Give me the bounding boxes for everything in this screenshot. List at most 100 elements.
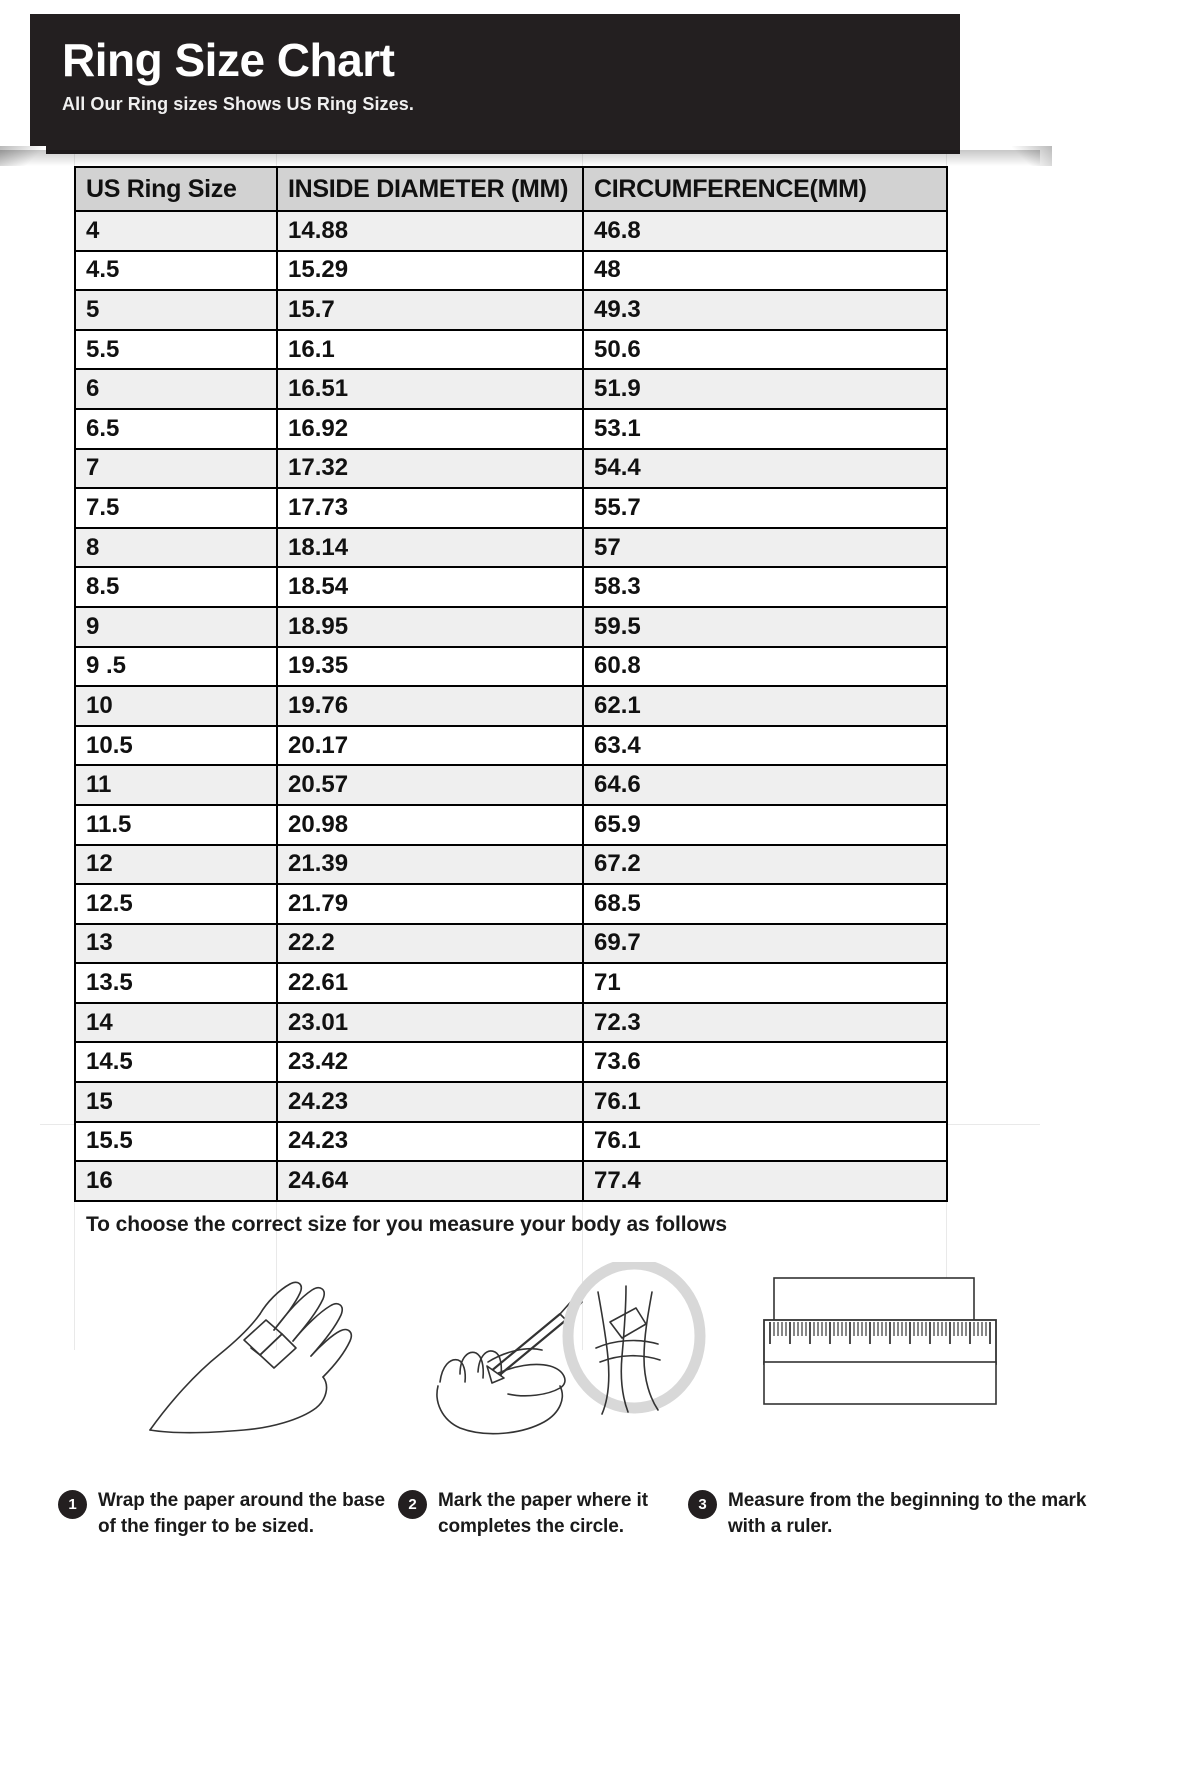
step-text: Wrap the paper around the base of the fi… — [98, 1490, 385, 1538]
cell-us-ring-size: 10 — [74, 685, 278, 727]
column-header-inside-diameter: INSIDE DIAMETER (MM) — [276, 166, 584, 212]
cell-inside-diameter: 22.61 — [276, 962, 584, 1004]
table-row: 6.5 16.92 53.1 — [74, 407, 948, 450]
step-item: 2 Mark the paper where it completes the … — [398, 1488, 688, 1540]
cell-circumference: 69.7 — [582, 922, 948, 965]
table-row: 14 23.01 72.3 — [74, 1001, 948, 1044]
cell-us-ring-size: 4.5 — [74, 249, 278, 292]
cell-us-ring-size: 8.5 — [74, 566, 278, 608]
cell-inside-diameter: 18.14 — [276, 526, 584, 569]
cell-circumference: 57 — [582, 526, 948, 569]
cell-inside-diameter: 14.88 — [276, 210, 584, 252]
cell-inside-diameter: 17.73 — [276, 487, 584, 529]
table-row: 9 18.95 59.5 — [74, 605, 948, 648]
cell-circumference: 68.5 — [582, 883, 948, 925]
cell-inside-diameter: 23.01 — [276, 1001, 584, 1044]
ring-size-table-container: US Ring Size INSIDE DIAMETER (MM) CIRCUM… — [74, 166, 948, 1202]
table-row: 13 22.2 69.7 — [74, 922, 948, 965]
cell-us-ring-size: 5 — [74, 289, 278, 331]
cell-inside-diameter: 23.42 — [276, 1041, 584, 1084]
cell-circumference: 58.3 — [582, 566, 948, 608]
cell-inside-diameter: 17.32 — [276, 447, 584, 490]
table-row: 8 18.14 57 — [74, 526, 948, 569]
cell-circumference: 49.3 — [582, 289, 948, 331]
cell-us-ring-size: 15 — [74, 1081, 278, 1123]
table-row: 13.5 22.61 71 — [74, 962, 948, 1004]
cell-circumference: 63.4 — [582, 724, 948, 767]
cell-us-ring-size: 14.5 — [74, 1041, 278, 1084]
column-header-circumference: CIRCUMFERENCE(MM) — [582, 166, 948, 212]
header-banner: Ring Size Chart All Our Ring sizes Shows… — [30, 14, 960, 154]
step-number-badge: 1 — [58, 1490, 87, 1519]
step-text: Mark the paper where it completes the ci… — [438, 1490, 648, 1538]
steps-row: 1 Wrap the paper around the base of the … — [58, 1488, 1088, 1540]
page-title: Ring Size Chart — [62, 34, 395, 86]
cell-circumference: 51.9 — [582, 368, 948, 410]
table-row: 7.5 17.73 55.7 — [74, 487, 948, 529]
table-row: 10.5 20.17 63.4 — [74, 724, 948, 767]
cell-us-ring-size: 8 — [74, 526, 278, 569]
hand-with-paper-strip-illustration — [140, 1262, 400, 1442]
cell-circumference: 67.2 — [582, 843, 948, 886]
cell-inside-diameter: 18.95 — [276, 605, 584, 648]
paper-edge-left — [0, 146, 46, 166]
cell-circumference: 55.7 — [582, 487, 948, 529]
table-row: 8.5 18.54 58.3 — [74, 566, 948, 608]
cell-us-ring-size: 14 — [74, 1001, 278, 1044]
cell-us-ring-size: 13 — [74, 922, 278, 965]
cell-inside-diameter: 22.2 — [276, 922, 584, 965]
cell-inside-diameter: 18.54 — [276, 566, 584, 608]
cell-circumference: 77.4 — [582, 1160, 948, 1202]
step-text: Measure from the beginning to the mark w… — [728, 1490, 1087, 1538]
table-row: 6 16.51 51.9 — [74, 368, 948, 410]
cell-us-ring-size: 7.5 — [74, 487, 278, 529]
table-row: 5 15.7 49.3 — [74, 289, 948, 331]
cell-inside-diameter: 15.29 — [276, 249, 584, 292]
step-item: 3 Measure from the beginning to the mark… — [688, 1488, 1088, 1540]
step-number-badge: 3 — [688, 1490, 717, 1519]
cell-circumference: 76.1 — [582, 1081, 948, 1123]
table-row: 9 .5 19.35 60.8 — [74, 645, 948, 688]
cell-us-ring-size: 10.5 — [74, 724, 278, 767]
table-row: 15.5 24.23 76.1 — [74, 1120, 948, 1163]
cell-inside-diameter: 21.39 — [276, 843, 584, 886]
cell-us-ring-size: 11.5 — [74, 803, 278, 846]
table-row: 12 21.39 67.2 — [74, 843, 948, 886]
cell-circumference: 50.6 — [582, 328, 948, 371]
cell-us-ring-size: 4 — [74, 210, 278, 252]
cell-us-ring-size: 16 — [74, 1160, 278, 1202]
hand-marking-paper-with-pencil-illustration — [430, 1258, 730, 1442]
cell-inside-diameter: 21.79 — [276, 883, 584, 925]
cell-circumference: 48 — [582, 249, 948, 292]
cell-us-ring-size: 5.5 — [74, 328, 278, 371]
cell-inside-diameter: 24.23 — [276, 1120, 584, 1163]
cell-circumference: 54.4 — [582, 447, 948, 490]
cell-us-ring-size: 12.5 — [74, 883, 278, 925]
cell-circumference: 59.5 — [582, 605, 948, 648]
cell-circumference: 73.6 — [582, 1041, 948, 1084]
cell-us-ring-size: 6 — [74, 368, 278, 410]
table-row: 11 20.57 64.6 — [74, 764, 948, 806]
cell-us-ring-size: 6.5 — [74, 407, 278, 450]
table-header-row: US Ring Size INSIDE DIAMETER (MM) CIRCUM… — [74, 166, 948, 212]
table-row: 14.5 23.42 73.6 — [74, 1041, 948, 1084]
table-row: 15 24.23 76.1 — [74, 1081, 948, 1123]
cell-inside-diameter: 16.92 — [276, 407, 584, 450]
table-row: 4 14.88 46.8 — [74, 210, 948, 252]
cell-us-ring-size: 9 — [74, 605, 278, 648]
table-row: 11.5 20.98 65.9 — [74, 803, 948, 846]
table-row: 4.5 15.29 48 — [74, 249, 948, 292]
measure-instruction-note: To choose the correct size for you measu… — [86, 1213, 727, 1236]
cell-us-ring-size: 15.5 — [74, 1120, 278, 1163]
cell-us-ring-size: 12 — [74, 843, 278, 886]
paper-edge-right — [1012, 146, 1052, 166]
cell-circumference: 46.8 — [582, 210, 948, 252]
ruler-measuring-paper-illustration — [760, 1262, 1010, 1442]
ring-size-table: US Ring Size INSIDE DIAMETER (MM) CIRCUM… — [74, 166, 948, 1202]
illustration-row — [60, 1258, 1070, 1442]
cell-inside-diameter: 16.1 — [276, 328, 584, 371]
cell-us-ring-size: 9 .5 — [74, 645, 278, 688]
cell-us-ring-size: 7 — [74, 447, 278, 490]
cell-us-ring-size: 11 — [74, 764, 278, 806]
